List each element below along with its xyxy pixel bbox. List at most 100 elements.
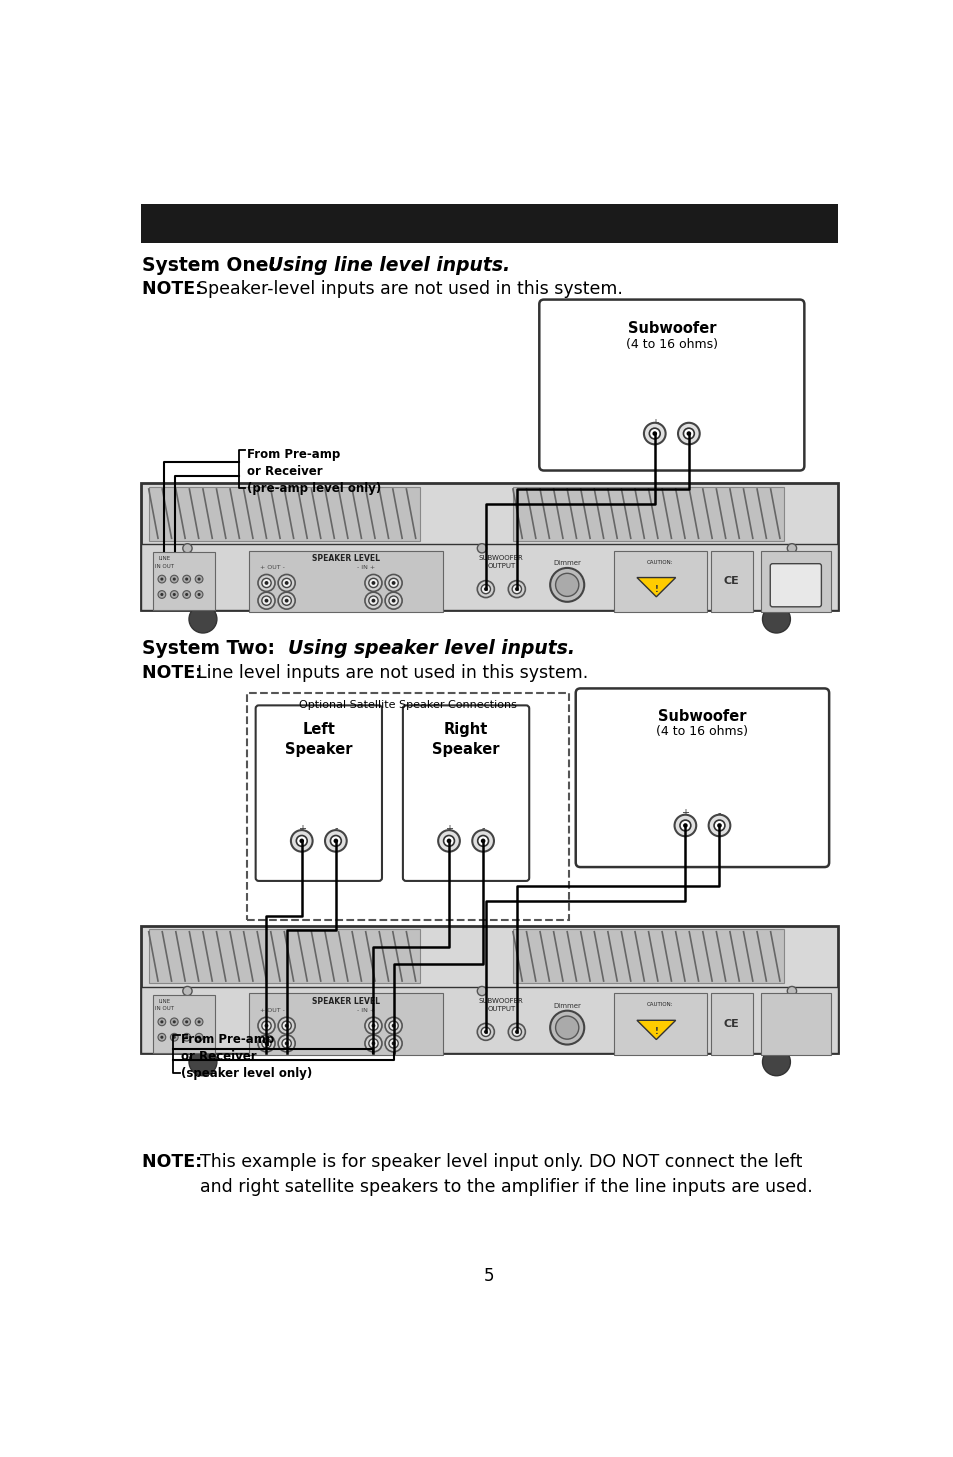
Text: -: - xyxy=(686,418,690,428)
Circle shape xyxy=(158,576,166,583)
Circle shape xyxy=(197,577,200,581)
Circle shape xyxy=(476,581,494,597)
Circle shape xyxy=(761,1048,790,1075)
Circle shape xyxy=(257,592,274,609)
Circle shape xyxy=(761,605,790,632)
Circle shape xyxy=(392,599,395,603)
Circle shape xyxy=(508,1023,525,1040)
Circle shape xyxy=(284,581,289,584)
Circle shape xyxy=(261,596,271,605)
Text: LINE: LINE xyxy=(158,998,170,1004)
Circle shape xyxy=(172,593,175,596)
Text: -: - xyxy=(334,823,337,833)
Circle shape xyxy=(649,428,659,439)
Circle shape xyxy=(334,839,337,844)
FancyBboxPatch shape xyxy=(141,925,838,1052)
Circle shape xyxy=(282,578,291,587)
Text: SPEAKER LEVEL: SPEAKER LEVEL xyxy=(312,997,380,1005)
Text: System Two:: System Two: xyxy=(142,638,282,659)
Circle shape xyxy=(257,1034,274,1052)
Text: -: - xyxy=(481,823,484,833)
Circle shape xyxy=(183,986,192,995)
Circle shape xyxy=(480,584,490,593)
Circle shape xyxy=(171,1033,178,1042)
Circle shape xyxy=(476,986,486,995)
Circle shape xyxy=(261,578,271,587)
Bar xyxy=(149,930,419,983)
Text: Line level inputs are not used in this system.: Line level inputs are not used in this s… xyxy=(196,664,587,682)
Circle shape xyxy=(282,1039,291,1048)
Text: Dimmer: Dimmer xyxy=(553,561,580,567)
Circle shape xyxy=(171,590,178,599)
Bar xyxy=(760,994,830,1055)
Circle shape xyxy=(330,835,341,847)
Circle shape xyxy=(550,568,583,602)
Polygon shape xyxy=(637,1020,675,1039)
Bar xyxy=(141,545,838,610)
Circle shape xyxy=(369,596,377,605)
Bar xyxy=(249,994,443,1055)
Circle shape xyxy=(284,599,289,603)
FancyBboxPatch shape xyxy=(402,705,529,881)
Circle shape xyxy=(197,593,200,596)
Circle shape xyxy=(261,1021,271,1030)
Circle shape xyxy=(682,823,687,828)
Text: This example is for speaker level input only. DO NOT connect the left
and right : This example is for speaker level input … xyxy=(199,1152,812,1196)
Circle shape xyxy=(160,1036,163,1039)
Circle shape xyxy=(183,1018,191,1026)
Circle shape xyxy=(325,830,346,852)
Text: CE: CE xyxy=(723,577,739,586)
Circle shape xyxy=(515,587,518,592)
Circle shape xyxy=(197,1020,200,1023)
Circle shape xyxy=(365,574,381,592)
Circle shape xyxy=(392,1024,395,1027)
Circle shape xyxy=(183,576,191,583)
Circle shape xyxy=(183,590,191,599)
Circle shape xyxy=(185,1020,188,1023)
Text: SUBWOOFER: SUBWOOFER xyxy=(478,998,523,1004)
Circle shape xyxy=(674,814,696,836)
Circle shape xyxy=(282,1021,291,1030)
Bar xyxy=(513,487,783,541)
Circle shape xyxy=(278,592,294,609)
Circle shape xyxy=(555,573,578,596)
Bar xyxy=(613,551,706,612)
Text: From Pre-amp
or Receiver
(pre-amp level only): From Pre-amp or Receiver (pre-amp level … xyxy=(247,449,381,495)
Text: Right
Speaker: Right Speaker xyxy=(432,721,499,756)
Circle shape xyxy=(195,576,203,583)
Circle shape xyxy=(261,1039,271,1048)
Circle shape xyxy=(185,1036,188,1039)
Text: NOTE:: NOTE: xyxy=(142,1152,209,1171)
Bar xyxy=(249,551,443,612)
Circle shape xyxy=(786,543,796,552)
Circle shape xyxy=(686,431,691,436)
Circle shape xyxy=(678,423,699,444)
Circle shape xyxy=(385,574,402,592)
Circle shape xyxy=(472,830,494,852)
Circle shape xyxy=(171,576,178,583)
Circle shape xyxy=(476,1023,494,1040)
Circle shape xyxy=(389,1039,397,1048)
Bar xyxy=(513,930,783,983)
Circle shape xyxy=(713,820,724,830)
Circle shape xyxy=(385,1017,402,1034)
Circle shape xyxy=(365,592,381,609)
Circle shape xyxy=(708,814,730,836)
Text: OUTPUT: OUTPUT xyxy=(487,562,515,570)
Circle shape xyxy=(679,820,690,830)
Circle shape xyxy=(160,593,163,596)
Circle shape xyxy=(682,428,694,439)
Circle shape xyxy=(171,1018,178,1026)
Circle shape xyxy=(508,581,525,597)
Circle shape xyxy=(284,1024,289,1027)
Circle shape xyxy=(480,1027,490,1036)
Circle shape xyxy=(172,577,175,581)
Text: Dimmer: Dimmer xyxy=(553,1002,580,1010)
Text: System One:: System One: xyxy=(142,256,283,275)
Circle shape xyxy=(371,581,375,584)
Text: CAUTION:: CAUTION: xyxy=(646,1002,673,1007)
Bar xyxy=(141,204,838,243)
Circle shape xyxy=(195,1033,203,1042)
Circle shape xyxy=(172,1020,175,1023)
Text: Using line level inputs.: Using line level inputs. xyxy=(268,256,510,275)
